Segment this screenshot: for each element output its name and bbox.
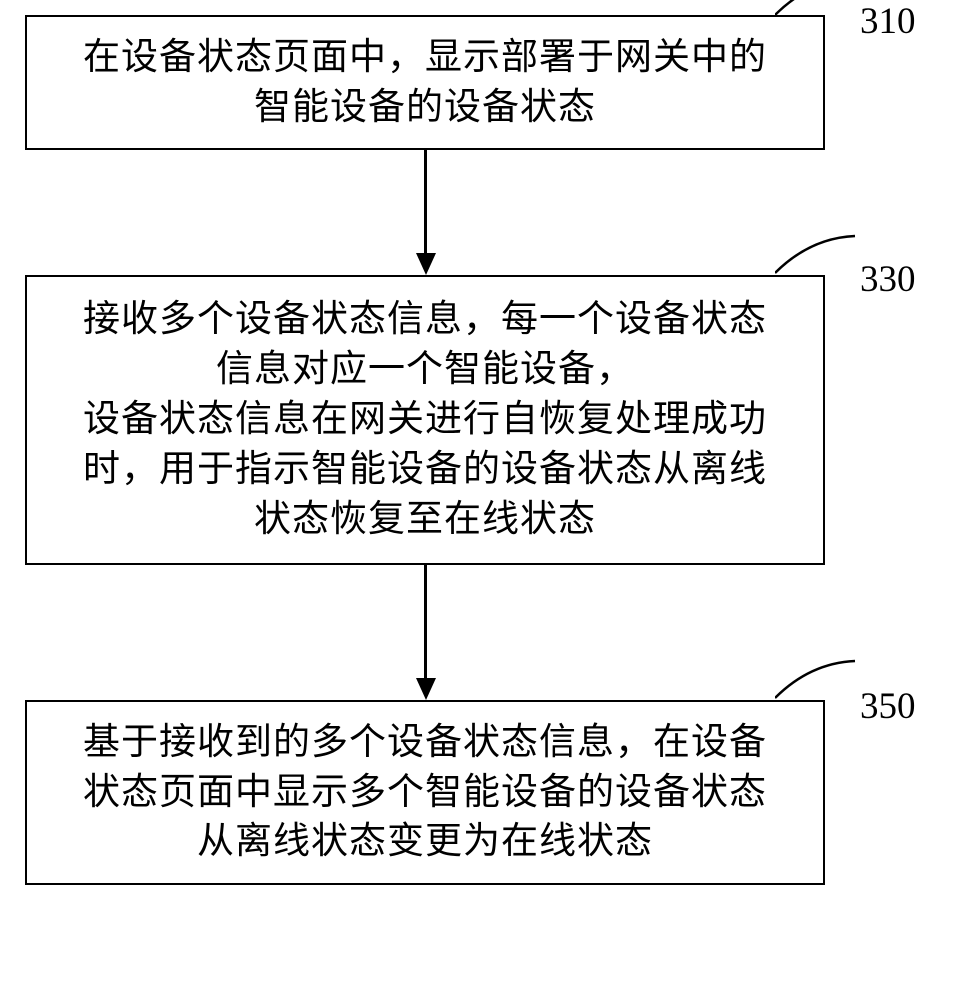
- arrow-head-icon: [416, 678, 436, 700]
- flowchart-container: 在设备状态页面中，显示部署于网关中的 智能设备的设备状态 310 接收多个设备状…: [0, 0, 953, 1000]
- arrow-line: [424, 565, 427, 678]
- node-310-text: 在设备状态页面中，显示部署于网关中的 智能设备的设备状态: [83, 33, 767, 133]
- leader-line-310: [775, 0, 865, 25]
- node-label-310: 310: [860, 0, 916, 43]
- node-350-line-3: 从离线状态变更为在线状态: [197, 821, 653, 862]
- flowchart-node-350: 基于接收到的多个设备状态信息，在设备 状态页面中显示多个智能设备的设备状态 从离…: [25, 700, 825, 885]
- leader-line-350: [775, 653, 865, 708]
- node-310-line-1: 在设备状态页面中，显示部署于网关中的: [83, 37, 767, 78]
- node-330-line-3: 设备状态信息在网关进行自恢复处理成功: [83, 399, 767, 440]
- leader-line-330: [775, 228, 865, 283]
- node-310-line-2: 智能设备的设备状态: [254, 87, 596, 128]
- node-label-330: 330: [860, 258, 916, 301]
- node-330-line-1: 接收多个设备状态信息，每一个设备状态: [83, 299, 767, 340]
- node-330-line-2: 信息对应一个智能设备，: [216, 349, 634, 390]
- arrow-head-icon: [416, 253, 436, 275]
- node-label-350: 350: [860, 685, 916, 728]
- node-330-line-5: 状态恢复至在线状态: [254, 499, 596, 540]
- node-350-line-2: 状态页面中显示多个智能设备的设备状态: [83, 772, 767, 813]
- node-330-line-4: 时，用于指示智能设备的设备状态从离线: [83, 449, 767, 490]
- arrow-line: [424, 150, 427, 253]
- flowchart-node-330: 接收多个设备状态信息，每一个设备状态 信息对应一个智能设备， 设备状态信息在网关…: [25, 275, 825, 565]
- flowchart-node-310: 在设备状态页面中，显示部署于网关中的 智能设备的设备状态: [25, 15, 825, 150]
- node-350-text: 基于接收到的多个设备状态信息，在设备 状态页面中显示多个智能设备的设备状态 从离…: [83, 718, 767, 868]
- node-350-line-1: 基于接收到的多个设备状态信息，在设备: [83, 722, 767, 763]
- node-330-text: 接收多个设备状态信息，每一个设备状态 信息对应一个智能设备， 设备状态信息在网关…: [83, 295, 767, 545]
